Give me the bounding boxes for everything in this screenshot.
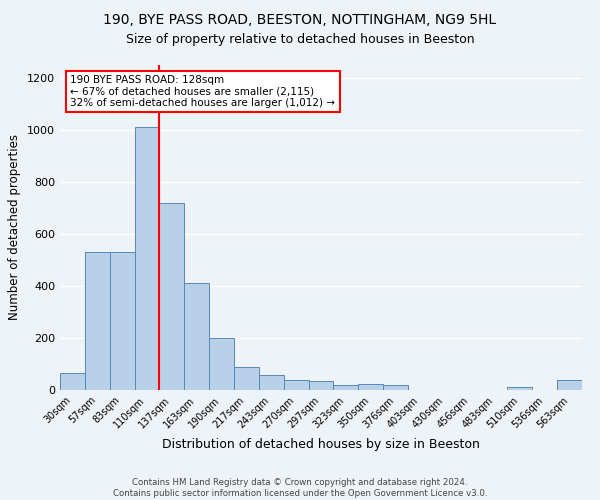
Bar <box>134 128 160 390</box>
Text: Size of property relative to detached houses in Beeston: Size of property relative to detached ho… <box>125 32 475 46</box>
Bar <box>110 252 134 390</box>
Text: 190 BYE PASS ROAD: 128sqm
← 67% of detached houses are smaller (2,115)
32% of se: 190 BYE PASS ROAD: 128sqm ← 67% of detac… <box>70 74 335 108</box>
Bar <box>234 366 259 390</box>
Bar <box>308 381 334 390</box>
Bar <box>284 380 308 390</box>
Bar <box>358 384 383 390</box>
Bar <box>60 373 85 390</box>
Bar <box>160 203 184 390</box>
Bar <box>334 386 358 390</box>
Bar <box>85 252 110 390</box>
Bar <box>508 388 532 390</box>
Bar <box>184 284 209 390</box>
Text: 190, BYE PASS ROAD, BEESTON, NOTTINGHAM, NG9 5HL: 190, BYE PASS ROAD, BEESTON, NOTTINGHAM,… <box>103 12 497 26</box>
Bar <box>209 338 234 390</box>
Bar <box>557 380 582 390</box>
Bar <box>383 386 408 390</box>
X-axis label: Distribution of detached houses by size in Beeston: Distribution of detached houses by size … <box>162 438 480 451</box>
Y-axis label: Number of detached properties: Number of detached properties <box>8 134 22 320</box>
Text: Contains HM Land Registry data © Crown copyright and database right 2024.
Contai: Contains HM Land Registry data © Crown c… <box>113 478 487 498</box>
Bar <box>259 375 284 390</box>
